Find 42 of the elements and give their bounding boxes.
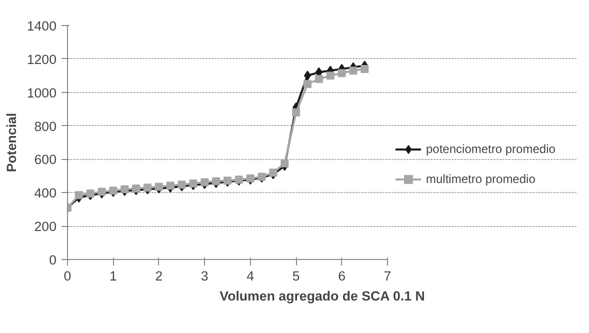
point [189,179,198,188]
x-tick-label: 0 [64,268,72,284]
y-tick-label: 600 [34,152,57,168]
point [338,69,346,78]
point [314,74,323,83]
x-tick-label: 1 [110,268,117,284]
legend-label: multimetro promedio [426,172,536,186]
point [74,191,83,200]
y-tick-label: 400 [34,186,57,201]
x-tick-label: 5 [292,268,300,284]
point [360,64,369,73]
x-tick-label: 2 [155,268,163,284]
point [86,189,94,198]
y-tick-label: 800 [34,118,57,134]
point [212,177,220,186]
point [178,180,186,189]
y-tick-label: 1400 [26,18,57,34]
y-axis-title: Potencial [4,112,19,172]
point [200,178,209,186]
point [304,80,312,88]
x-tick-label: 4 [246,268,255,284]
point [280,159,289,168]
x-tick-label: 3 [200,268,208,284]
x-axis-title: Volumen agregado de SCA 0.1 N [220,288,425,304]
point [154,182,163,191]
y-tick-label: 200 [34,219,57,234]
point [349,66,358,75]
point [98,188,106,196]
point [166,182,174,190]
y-tick-label: 1200 [26,52,57,67]
point [269,168,278,177]
point [144,184,152,192]
point [246,174,254,182]
point [120,185,129,194]
y-tick-label: 0 [49,252,57,268]
point [132,184,140,192]
legend-label: potenciometro promedio [426,142,556,156]
x-tick-label: 6 [338,268,346,284]
point [292,108,300,116]
x-tick-label: 7 [384,268,392,284]
point [326,72,334,80]
y-tick-label: 1000 [26,85,57,100]
